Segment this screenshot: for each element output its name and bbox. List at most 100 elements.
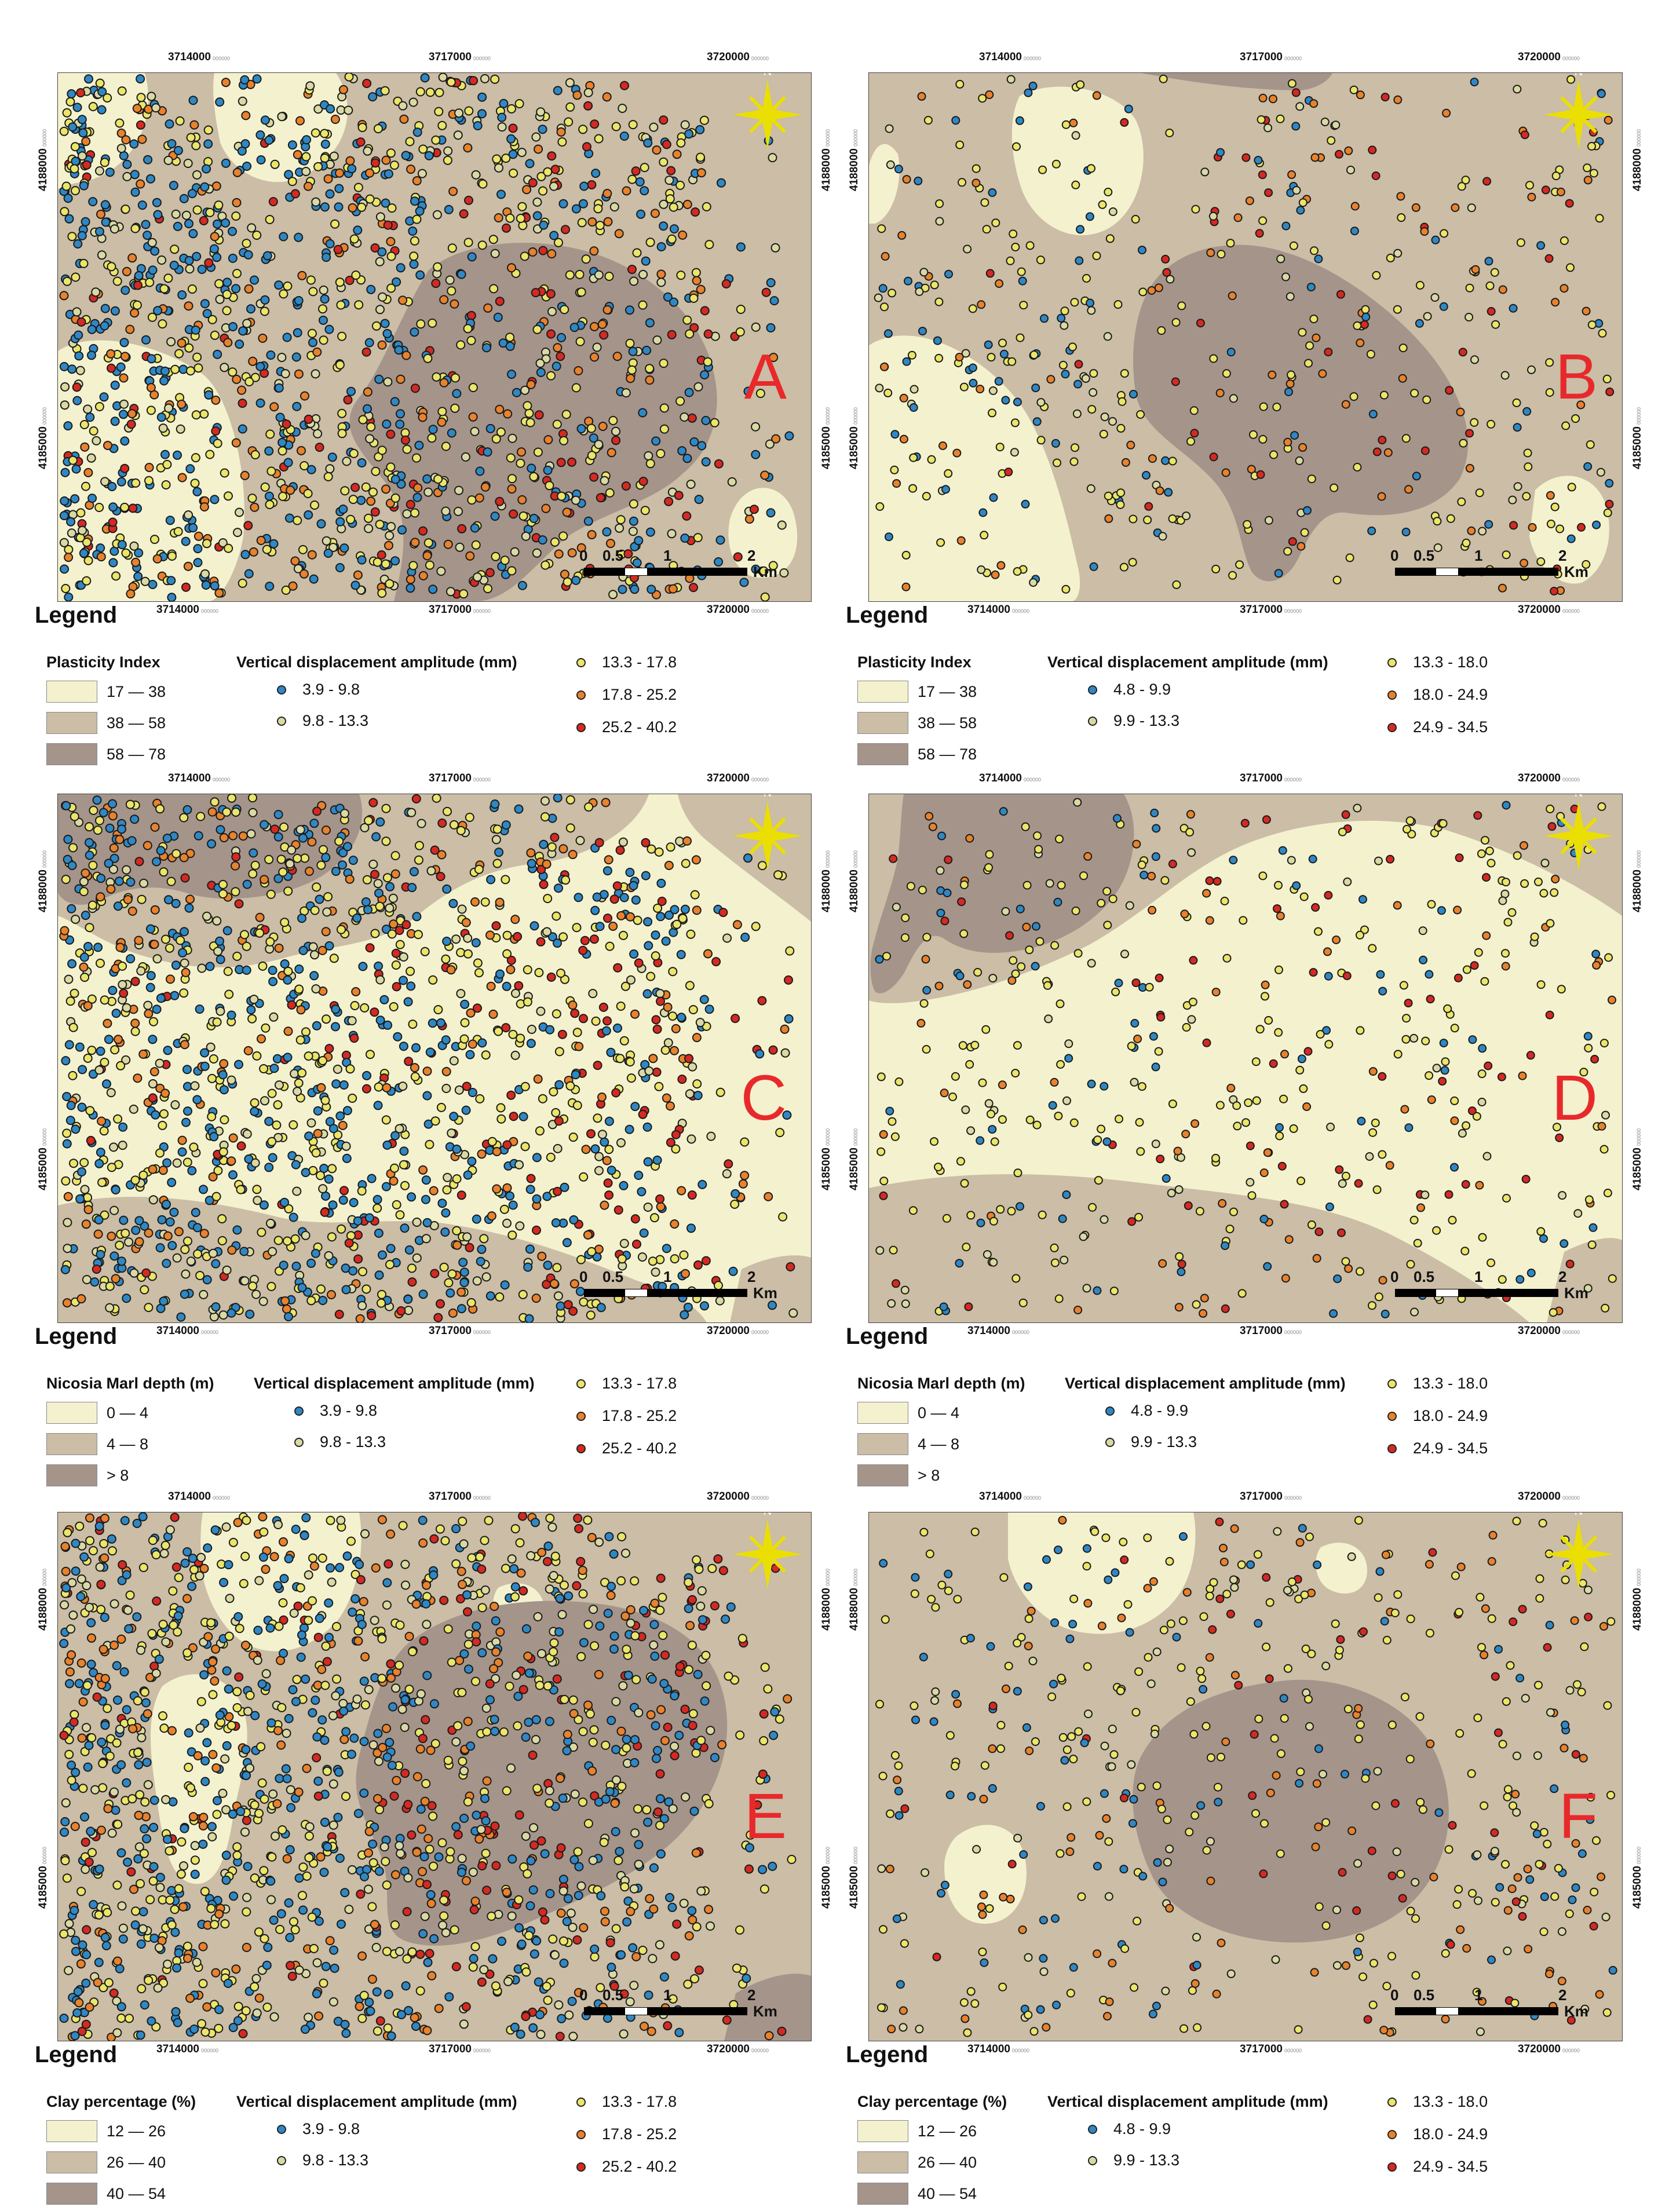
point-yellow [1299, 199, 1307, 206]
point-blue [140, 1908, 148, 1916]
point-yellow [516, 1034, 524, 1042]
point-pale [1044, 1015, 1052, 1022]
point-pale [778, 521, 786, 529]
point-yellow [295, 985, 303, 993]
point-red [769, 1046, 777, 1054]
point-blue [61, 469, 70, 477]
point-pale [325, 1252, 333, 1260]
point-red [675, 491, 683, 499]
point-yellow [348, 1094, 356, 1102]
point-yellow [524, 966, 532, 974]
point-pale [287, 1786, 295, 1794]
point-orange [645, 376, 653, 384]
point-blue [524, 1263, 532, 1271]
point-yellow [985, 864, 992, 871]
point-yellow [158, 1121, 166, 1130]
point-pale [297, 825, 305, 834]
point-yellow [1487, 421, 1495, 428]
point-blue [685, 389, 693, 397]
point-orange [97, 1117, 105, 1126]
point-pale [87, 454, 96, 462]
point-yellow [1488, 860, 1495, 867]
point-yellow [115, 119, 123, 127]
point-blue [711, 1753, 719, 1762]
point-red [239, 399, 247, 407]
point-yellow [541, 813, 549, 821]
point-yellow [211, 798, 219, 806]
point-red [432, 279, 440, 287]
point-blue [670, 225, 678, 233]
point-blue [613, 1024, 622, 1032]
point-blue [75, 352, 83, 360]
vda-label: 25.2 - 40.2 [602, 718, 677, 736]
point-yellow [219, 880, 227, 889]
point-yellow [479, 180, 487, 188]
point-yellow [1481, 836, 1489, 844]
point-yellow [403, 445, 411, 454]
point-pale [1182, 512, 1190, 520]
point-yellow [1433, 1227, 1440, 1234]
point-blue [227, 1309, 235, 1317]
point-yellow [1169, 515, 1177, 522]
point-yellow [1414, 1240, 1422, 1247]
point-orange [561, 570, 569, 578]
point-red [142, 1269, 150, 1277]
point-yellow [345, 73, 353, 81]
point-pale [902, 1300, 910, 1307]
point-blue [118, 540, 126, 549]
point-orange [354, 571, 362, 579]
point-yellow [1038, 436, 1045, 444]
point-blue [110, 1252, 118, 1260]
point-blue [235, 1061, 243, 1069]
point-blue [560, 200, 568, 208]
point-red [1281, 1200, 1288, 1208]
point-orange [1181, 910, 1188, 918]
point-blue [337, 1920, 345, 1928]
point-red [572, 1582, 580, 1590]
point-yellow [229, 1539, 238, 1547]
class-legend-item: 58 — 78 [46, 743, 166, 765]
point-red [579, 947, 587, 955]
point-blue [553, 362, 561, 370]
point-yellow [700, 116, 708, 125]
point-red [1466, 430, 1473, 437]
point-blue [1308, 283, 1315, 291]
point-blue [180, 195, 188, 203]
point-blue [364, 905, 372, 914]
point-yellow [1135, 1214, 1142, 1221]
point-yellow [137, 93, 145, 101]
point-yellow [84, 1054, 92, 1062]
point-blue [286, 514, 294, 522]
point-yellow [408, 1264, 416, 1272]
point-pale [454, 131, 462, 139]
point-red [590, 473, 598, 481]
point-yellow [519, 1291, 527, 1299]
point-blue [134, 1761, 143, 1769]
point-blue [151, 1111, 159, 1119]
point-blue [180, 927, 188, 936]
point-blue [82, 218, 90, 226]
point-yellow [1297, 1177, 1305, 1185]
point-yellow [1008, 358, 1016, 366]
point-yellow [1290, 242, 1298, 250]
point-red [204, 259, 213, 267]
point-orange [386, 237, 395, 246]
point-orange [110, 844, 118, 852]
point-orange [96, 893, 104, 901]
point-pale [1419, 927, 1427, 934]
point-orange [523, 185, 531, 193]
point-orange [258, 1513, 266, 1521]
point-blue [1090, 563, 1098, 571]
point-pale [572, 496, 580, 505]
point-orange [440, 379, 448, 387]
point-orange [518, 496, 526, 504]
point-blue [101, 200, 109, 209]
point-yellow [232, 808, 240, 816]
point-yellow [311, 501, 319, 509]
point-pale [249, 809, 257, 817]
point-yellow [1342, 1258, 1350, 1265]
point-pale [181, 959, 189, 967]
point-pale [471, 427, 479, 436]
point-red [1315, 1228, 1323, 1236]
